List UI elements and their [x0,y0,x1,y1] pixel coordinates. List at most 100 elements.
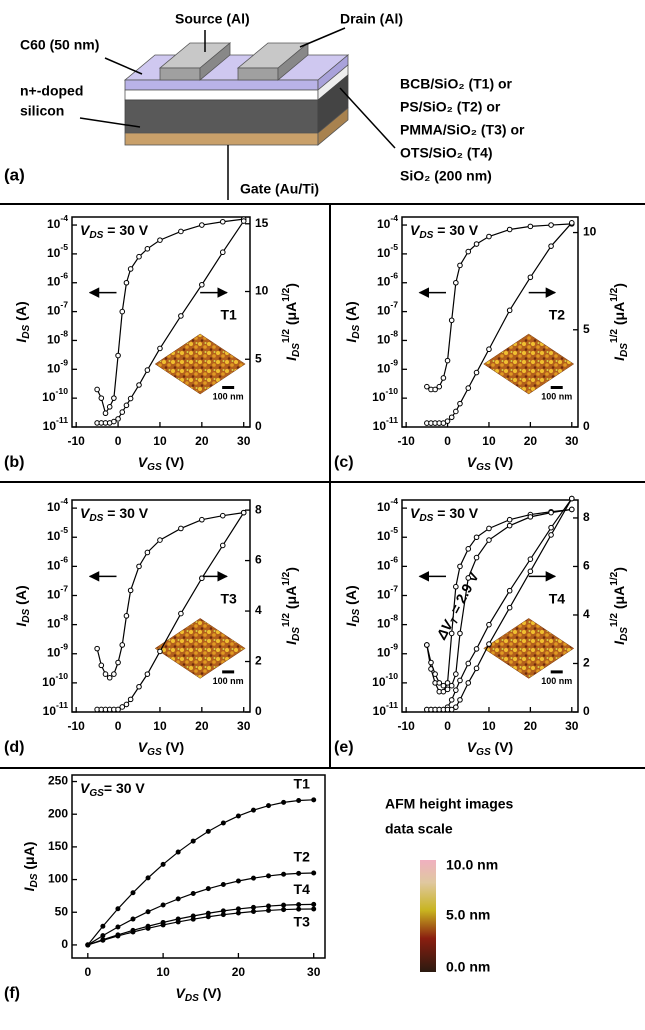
data-point [137,684,142,689]
text-part: = 30 V [433,222,478,238]
y2-tick-label: 8 [583,510,590,524]
data-point [487,526,492,531]
y2-tick-label: 5 [583,322,590,336]
y-tick-label: 10-9 [47,642,68,660]
text-part: GS [476,462,491,473]
data-point [487,642,492,647]
data-point [549,244,554,249]
data-point [220,513,225,518]
text-part: DS [291,343,302,357]
data-point [437,681,442,686]
device-label: T2 [549,306,566,322]
data-point [120,410,125,415]
data-point [124,280,129,285]
text-part: GS [147,747,162,758]
data-point [124,702,129,707]
data-point [137,383,142,388]
scale-label: 0.0 nm [446,959,490,975]
text-part: ) [283,283,299,288]
data-point [507,605,512,610]
y-tick-label: 10-5 [47,242,68,260]
data-point [200,576,205,581]
data-point [297,903,301,907]
data-point [116,907,120,911]
device-schematic [80,28,395,200]
data-point [474,242,479,247]
y-axis-label: IDS (A) [13,585,32,626]
data-point [145,368,150,373]
data-point [507,308,512,313]
data-point [137,254,142,259]
y-tick-label: 10-10 [42,386,68,404]
data-point [146,910,150,914]
data-point [474,666,479,671]
panel-label: (f) [4,985,20,1002]
data-point [445,358,450,363]
data-point [267,908,271,912]
annotation: VGS= 30 V [80,780,145,799]
data-point [487,234,492,239]
text-part: ) [611,283,627,288]
data-point [466,661,471,666]
data-point [282,800,286,804]
data-point [176,850,180,854]
data-point [206,829,210,833]
data-point [487,622,492,627]
x-tick-label: 30 [565,434,579,448]
scale-bar-label: 100 nm [213,391,244,401]
y-tick-label: 10-9 [377,358,398,376]
schematic-label: Source (Al) [175,11,250,27]
panel-label: (c) [334,454,354,471]
y-tick-label: 10-5 [47,526,68,544]
y-axis-label: IDS (A) [343,585,362,626]
text-part: (μA [283,302,299,329]
data-point [99,663,104,668]
schematic-label: OTS/SiO₂ (T4) [400,145,493,161]
data-point [145,550,150,555]
figure: Source (Al) Drain (Al) C60 (50 nm) n+-do… [0,0,645,1030]
data-point [128,267,133,272]
data-point [528,224,533,229]
text-part: 1/2 [609,287,620,301]
color-scale [420,860,436,972]
data-point [466,249,471,254]
y-tick-label: 10-7 [47,300,68,318]
y-tick-label: 10-7 [47,584,68,602]
y-tick-label: 10-8 [47,329,68,347]
x-tick-label: -10 [397,719,415,733]
data-point [454,409,459,414]
x-tick-label: 30 [237,719,251,733]
y2-axis-label: IDS1/2 (μA1/2) [281,567,302,645]
series-label: T2 [294,849,311,865]
scale-bar-label: 100 nm [541,676,572,686]
data-point [236,814,240,818]
data-point [487,347,492,352]
annotation: VDS = 30 V [410,222,479,241]
text-part: GS [147,462,162,473]
scale-title: AFM height images [385,796,514,812]
data-point [131,917,135,921]
annotation: VDS = 30 V [80,505,149,524]
text-part: (μA [611,586,627,613]
data-point [158,238,163,243]
data-point [267,874,271,878]
data-point [200,282,205,287]
y-tick-label: 0 [61,937,68,951]
data-point [179,526,184,531]
data-point [101,934,105,938]
data-point [528,557,533,562]
data-point [158,649,163,654]
text-part: = 30 V [104,780,146,796]
data-point [297,798,301,802]
y-axis-label: IDS (A) [343,301,362,342]
x-tick-label: 0 [115,434,122,448]
schematic-label: PMMA/SiO₂ (T3) or [400,122,525,138]
data-point [146,926,150,930]
data-point [220,543,225,548]
data-point [158,538,163,543]
y-tick-label: 10-8 [377,329,398,347]
data-point [176,920,180,924]
y-tick-label: 10-4 [47,496,68,514]
data-point [128,697,133,702]
text-part: DS [29,873,40,887]
